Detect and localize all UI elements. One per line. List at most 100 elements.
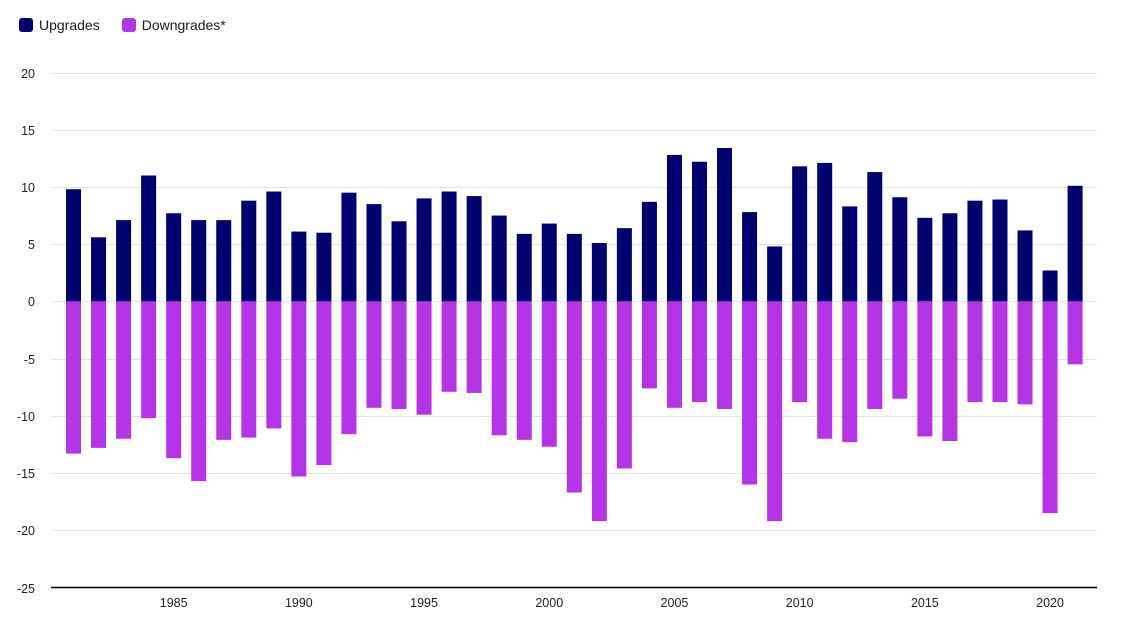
y-tick-label: -5 — [24, 353, 35, 367]
y-tick-label: -20 — [17, 524, 35, 538]
bar-downgrades-1987[interactable] — [216, 301, 232, 440]
bar-downgrades-1984[interactable] — [141, 301, 157, 419]
bar-downgrades-1994[interactable] — [391, 301, 407, 409]
bar-downgrades-1992[interactable] — [341, 301, 357, 435]
bar-downgrades-1982[interactable] — [91, 301, 107, 448]
bar-downgrades-1988[interactable] — [241, 301, 257, 438]
bar-upgrades-2000[interactable] — [541, 223, 557, 302]
bar-downgrades-1991[interactable] — [316, 301, 332, 466]
bar-downgrades-1995[interactable] — [416, 301, 432, 415]
bar-downgrades-1986[interactable] — [191, 301, 207, 482]
bar-downgrades-2018[interactable] — [992, 301, 1008, 403]
bar-upgrades-2015[interactable] — [917, 217, 933, 302]
bar-upgrades-1985[interactable] — [166, 213, 182, 302]
bar-upgrades-1991[interactable] — [316, 232, 332, 302]
bar-upgrades-1988[interactable] — [241, 200, 257, 302]
bar-upgrades-2012[interactable] — [842, 206, 858, 302]
bar-upgrades-1997[interactable] — [466, 196, 482, 302]
y-axis: 20 15 10 5 0 -5 -10 -15 -20 -25 — [17, 67, 35, 596]
bar-upgrades-2001[interactable] — [566, 233, 582, 302]
bar-upgrades-1986[interactable] — [191, 220, 207, 302]
bar-downgrades-1989[interactable] — [266, 301, 282, 429]
bar-upgrades-2014[interactable] — [892, 197, 908, 302]
bar-downgrades-1985[interactable] — [166, 301, 182, 459]
legend: Upgrades Downgrades* — [19, 17, 248, 33]
bar-downgrades-2015[interactable] — [917, 301, 933, 437]
bar-upgrades-2004[interactable] — [641, 201, 657, 302]
x-tick-label: 1985 — [160, 596, 188, 610]
bar-upgrades-2003[interactable] — [616, 228, 632, 302]
y-tick-label: 20 — [21, 67, 35, 81]
bar-upgrades-1981[interactable] — [66, 189, 81, 302]
bar-downgrades-2016[interactable] — [942, 301, 958, 442]
bar-downgrades-2021[interactable] — [1067, 301, 1083, 365]
bar-upgrades-1992[interactable] — [341, 192, 357, 302]
bar-upgrades-1984[interactable] — [141, 175, 157, 302]
bar-upgrades-2020[interactable] — [1042, 270, 1058, 302]
bar-downgrades-2014[interactable] — [892, 301, 908, 399]
bar-downgrades-2001[interactable] — [566, 301, 582, 493]
bar-downgrades-2009[interactable] — [767, 301, 783, 522]
bar-downgrades-2000[interactable] — [541, 301, 557, 447]
bar-upgrades-2002[interactable] — [591, 243, 607, 302]
bar-upgrades-1982[interactable] — [91, 237, 107, 302]
x-axis: 1985 1990 1995 2000 2005 2010 2015 2020 — [51, 586, 1097, 610]
bar-upgrades-1994[interactable] — [391, 221, 407, 302]
legend-label-upgrades: Upgrades — [39, 17, 100, 33]
bar-downgrades-1998[interactable] — [491, 301, 507, 436]
bar-downgrades-2006[interactable] — [692, 301, 707, 403]
bar-upgrades-1999[interactable] — [516, 233, 532, 302]
x-tick-label: 2010 — [786, 596, 814, 610]
bar-downgrades-1990[interactable] — [291, 301, 307, 477]
bar-upgrades-1993[interactable] — [366, 204, 382, 302]
bar-downgrades-2011[interactable] — [817, 301, 833, 439]
bar-downgrades-1997[interactable] — [466, 301, 482, 393]
legend-item-upgrades[interactable]: Upgrades — [19, 17, 100, 33]
bar-upgrades-2017[interactable] — [967, 200, 983, 302]
legend-item-downgrades[interactable]: Downgrades* — [121, 17, 226, 33]
x-tick-label: 1990 — [285, 596, 313, 610]
bar-upgrades-2005[interactable] — [666, 154, 682, 302]
bar-upgrades-2007[interactable] — [717, 148, 733, 302]
bar-upgrades-2016[interactable] — [942, 213, 958, 302]
bar-upgrades-2011[interactable] — [817, 162, 833, 302]
bar-downgrades-2005[interactable] — [666, 301, 682, 408]
bar-upgrades-2010[interactable] — [792, 166, 808, 302]
bar-downgrades-2002[interactable] — [591, 301, 607, 522]
bar-upgrades-1990[interactable] — [291, 231, 307, 302]
bar-upgrades-2006[interactable] — [692, 161, 707, 302]
bar-downgrades-2007[interactable] — [717, 301, 733, 409]
bar-downgrades-2017[interactable] — [967, 301, 983, 403]
bar-upgrades-1987[interactable] — [216, 220, 232, 302]
bar-downgrades-1983[interactable] — [116, 301, 132, 439]
bar-downgrades-2003[interactable] — [616, 301, 632, 469]
bar-upgrades-2013[interactable] — [867, 172, 883, 302]
bar-downgrades-2010[interactable] — [792, 301, 808, 403]
bar-upgrades-2008[interactable] — [742, 212, 758, 302]
bar-upgrades-1995[interactable] — [416, 198, 432, 302]
bar-upgrades-1998[interactable] — [491, 215, 507, 302]
y-tick-label: 5 — [28, 238, 35, 252]
y-tick-label: -25 — [17, 582, 35, 596]
bar-upgrades-1989[interactable] — [266, 191, 282, 302]
bar-downgrades-2004[interactable] — [641, 301, 657, 389]
bar-downgrades-2012[interactable] — [842, 301, 858, 443]
bar-downgrades-1999[interactable] — [516, 301, 532, 440]
bar-downgrades-2013[interactable] — [867, 301, 883, 409]
y-tick-label: -15 — [17, 467, 35, 481]
bar-upgrades-1996[interactable] — [441, 191, 457, 302]
bar-downgrades-1996[interactable] — [441, 301, 457, 392]
x-tick-label: 1995 — [410, 596, 438, 610]
bar-upgrades-2009[interactable] — [767, 246, 783, 302]
bar-downgrades-1981[interactable] — [66, 301, 81, 454]
bar-upgrades-1983[interactable] — [116, 220, 132, 302]
bar-upgrades-2019[interactable] — [1017, 230, 1033, 302]
bar-upgrades-2021[interactable] — [1067, 185, 1083, 302]
y-tick-label: 0 — [28, 295, 35, 309]
bar-upgrades-2018[interactable] — [992, 199, 1008, 302]
bar-downgrades-2008[interactable] — [742, 301, 758, 485]
bar-downgrades-1993[interactable] — [366, 301, 382, 408]
bar-downgrades-2020[interactable] — [1042, 301, 1058, 514]
bar-downgrades-2019[interactable] — [1017, 301, 1033, 405]
